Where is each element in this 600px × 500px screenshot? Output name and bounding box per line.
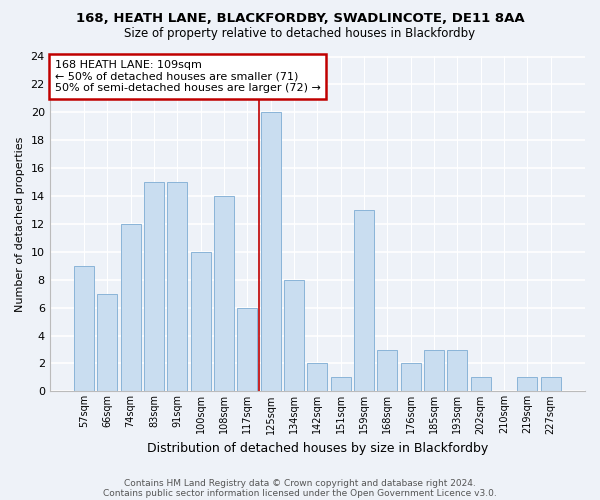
Bar bbox=[97, 294, 117, 392]
Bar bbox=[331, 378, 350, 392]
Bar bbox=[448, 350, 467, 392]
Bar bbox=[238, 308, 257, 392]
Text: Size of property relative to detached houses in Blackfordby: Size of property relative to detached ho… bbox=[124, 28, 476, 40]
X-axis label: Distribution of detached houses by size in Blackfordby: Distribution of detached houses by size … bbox=[147, 442, 488, 455]
Bar bbox=[74, 266, 94, 392]
Bar bbox=[191, 252, 211, 392]
Bar bbox=[471, 378, 491, 392]
Bar bbox=[401, 364, 421, 392]
Text: Contains HM Land Registry data © Crown copyright and database right 2024.: Contains HM Land Registry data © Crown c… bbox=[124, 478, 476, 488]
Bar bbox=[214, 196, 234, 392]
Bar bbox=[354, 210, 374, 392]
Bar bbox=[261, 112, 281, 392]
Bar bbox=[167, 182, 187, 392]
Bar bbox=[517, 378, 538, 392]
Bar bbox=[541, 378, 560, 392]
Bar bbox=[121, 224, 140, 392]
Text: 168 HEATH LANE: 109sqm
← 50% of detached houses are smaller (71)
50% of semi-det: 168 HEATH LANE: 109sqm ← 50% of detached… bbox=[55, 60, 321, 93]
Bar bbox=[284, 280, 304, 392]
Bar bbox=[377, 350, 397, 392]
Text: Contains public sector information licensed under the Open Government Licence v3: Contains public sector information licen… bbox=[103, 488, 497, 498]
Bar bbox=[424, 350, 444, 392]
Text: 168, HEATH LANE, BLACKFORDBY, SWADLINCOTE, DE11 8AA: 168, HEATH LANE, BLACKFORDBY, SWADLINCOT… bbox=[76, 12, 524, 26]
Bar bbox=[144, 182, 164, 392]
Y-axis label: Number of detached properties: Number of detached properties bbox=[15, 136, 25, 312]
Bar bbox=[307, 364, 327, 392]
